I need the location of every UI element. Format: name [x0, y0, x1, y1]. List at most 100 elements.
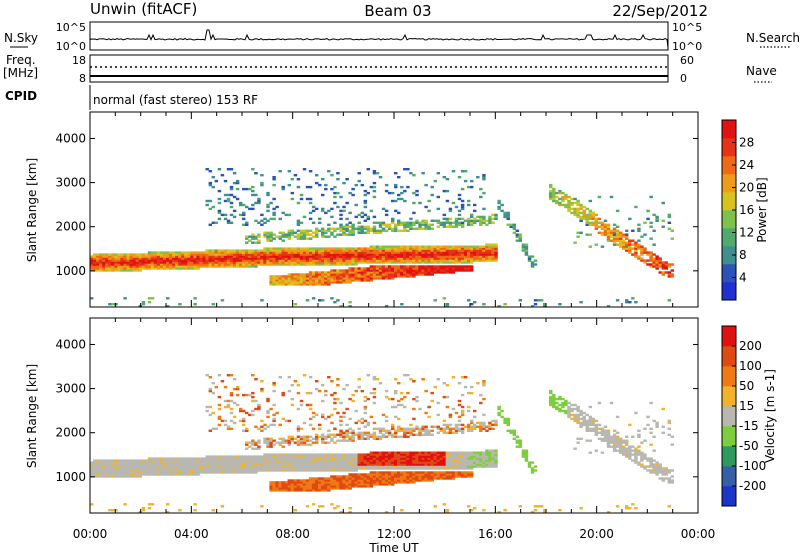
power-cell	[284, 253, 289, 256]
velocity-cell	[403, 431, 407, 434]
velocity-cell	[217, 463, 222, 466]
power-cell	[445, 265, 450, 268]
power-cell	[445, 219, 450, 222]
velocity-cell	[163, 465, 167, 468]
power-cell	[205, 263, 209, 266]
power-cell	[342, 205, 346, 209]
power-cell	[579, 203, 583, 207]
power-cell	[454, 269, 459, 272]
velocity-cell	[467, 457, 471, 460]
velocity-cell	[111, 459, 115, 462]
power-cell	[235, 255, 240, 258]
velocity-cell	[457, 461, 462, 464]
power-cell	[421, 251, 425, 254]
power-cell	[114, 253, 118, 256]
velocity-cell	[166, 503, 170, 506]
power-cell	[199, 259, 203, 262]
power-cell	[439, 245, 444, 248]
power-cell	[333, 281, 337, 284]
power-cell	[384, 275, 389, 278]
power-cell	[372, 261, 377, 264]
power-cell	[448, 217, 453, 221]
velocity-cell	[467, 463, 471, 466]
power-cell	[387, 255, 392, 258]
power-cell	[479, 249, 483, 252]
velocity-cell	[372, 465, 377, 468]
velocity-cell	[354, 389, 358, 393]
velocity-cell	[375, 427, 380, 430]
velocity-cell	[479, 451, 483, 454]
velocity-cell	[351, 393, 355, 397]
velocity-cell	[214, 457, 219, 460]
velocity-cell	[470, 453, 474, 456]
freq-tick-top: 18	[72, 54, 86, 67]
velocity-cell	[369, 477, 374, 480]
velocity-cell	[470, 473, 474, 476]
power-cell	[372, 195, 377, 199]
power-cell	[360, 231, 365, 234]
power-cell	[354, 251, 358, 254]
velocity-cell	[366, 479, 371, 482]
velocity-cell	[552, 395, 556, 399]
velocity-cell	[147, 507, 152, 510]
velocity-cell	[226, 467, 231, 470]
velocity-cell	[199, 471, 203, 474]
power-cell	[354, 269, 358, 272]
velocity-cell	[397, 481, 401, 484]
power-cell	[242, 187, 246, 191]
power-cell	[418, 265, 422, 268]
velocity-cell	[524, 453, 529, 456]
velocity-cell	[543, 511, 547, 514]
velocity-cell	[220, 419, 225, 423]
velocity-cell	[460, 376, 465, 379]
velocity-cell	[129, 461, 133, 464]
velocity-cell	[372, 481, 377, 484]
velocity-cell	[299, 485, 304, 488]
power-cell	[308, 259, 313, 262]
power-cell	[202, 253, 206, 256]
power-cell	[473, 219, 477, 222]
velocity-cell	[488, 451, 492, 454]
power-cell	[558, 303, 562, 306]
velocity-cell	[257, 463, 261, 466]
power-cell	[327, 271, 331, 274]
power-cell	[494, 217, 498, 221]
power-cell	[96, 267, 100, 270]
velocity-cell	[345, 439, 349, 442]
power-cell	[223, 255, 228, 258]
velocity-cell	[549, 391, 553, 395]
velocity-cell	[381, 459, 386, 462]
power-cell	[445, 247, 450, 250]
power-cell	[482, 217, 486, 221]
velocity-heatmap	[90, 374, 675, 514]
velocity-cell	[287, 435, 292, 438]
velocity-cell	[305, 453, 310, 456]
power-cell	[619, 233, 623, 236]
velocity-cell	[245, 471, 249, 474]
velocity-cell	[205, 461, 209, 464]
power-cell	[375, 229, 380, 232]
velocity-cell	[476, 425, 480, 428]
power-cell	[436, 253, 441, 256]
velocity-cell	[567, 415, 571, 419]
power-cell	[457, 261, 462, 264]
power-cell	[324, 183, 328, 187]
velocity-cell	[211, 465, 216, 468]
power-cell	[512, 223, 517, 226]
velocity-cell	[284, 463, 289, 466]
velocity-cell	[138, 461, 143, 464]
power-cell	[485, 243, 489, 246]
power-cell	[615, 235, 620, 238]
velocity-cell	[336, 411, 340, 415]
velocity-cell	[375, 461, 380, 464]
power-cell	[488, 215, 492, 219]
velocity-cell	[260, 505, 264, 508]
power-cell	[418, 269, 422, 272]
velocity-cell	[436, 461, 441, 464]
velocity-cell	[275, 463, 279, 466]
power-cell	[442, 225, 447, 228]
power-cell	[159, 255, 164, 258]
power-cell	[333, 259, 337, 262]
power-cell	[351, 263, 355, 266]
power-cell	[226, 219, 231, 222]
